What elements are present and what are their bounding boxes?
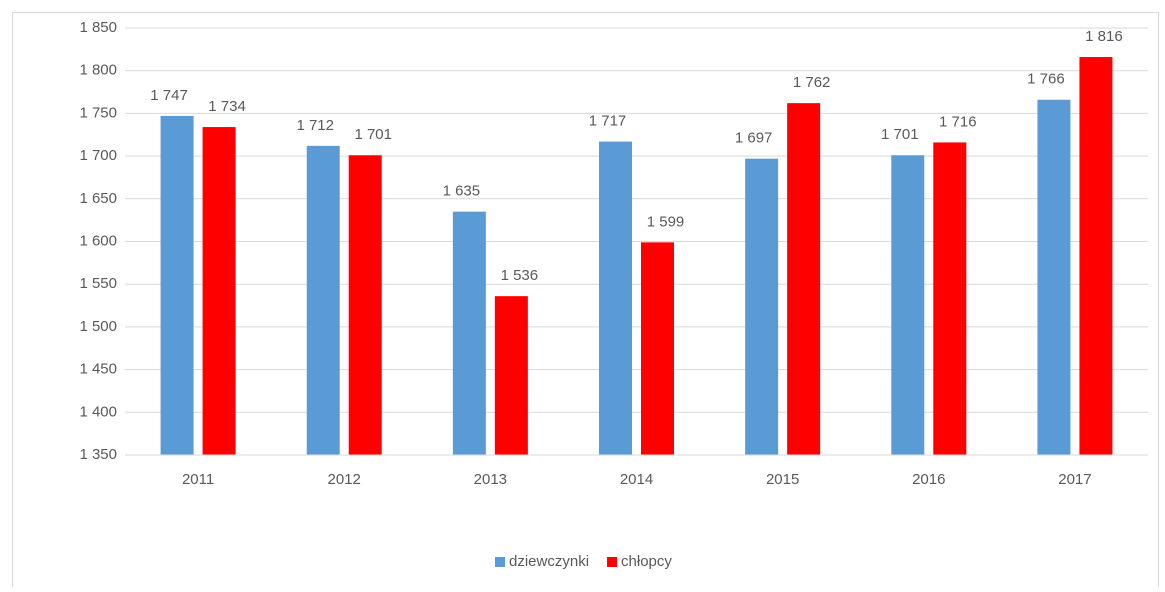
x-tick-label: 2015	[766, 471, 799, 488]
y-tick-label: 1 800	[79, 62, 117, 79]
bar	[452, 211, 486, 455]
y-tick-label: 1 700	[79, 147, 117, 164]
bar	[1037, 99, 1071, 456]
legend-label: dziewczynki	[509, 553, 589, 570]
legend-label: chłopcy	[621, 553, 672, 570]
y-tick-label: 1 350	[79, 446, 117, 463]
bar	[745, 158, 779, 456]
x-tick-label: 2012	[328, 471, 361, 488]
data-label: 1 816	[1085, 28, 1123, 45]
data-label: 1 635	[443, 183, 481, 200]
legend-swatch	[495, 557, 505, 567]
bar	[599, 141, 632, 455]
bar	[891, 155, 925, 455]
bar	[160, 115, 194, 455]
data-label: 1 747	[150, 87, 188, 104]
bar	[494, 296, 528, 455]
data-label: 1 734	[208, 98, 246, 115]
data-label: 1 536	[501, 267, 539, 284]
y-tick-label: 1 650	[79, 190, 117, 207]
x-tick-label: 2017	[1058, 471, 1091, 488]
bar	[1079, 57, 1113, 455]
x-tick-label: 2016	[912, 471, 945, 488]
x-tick-label: 2014	[620, 471, 653, 488]
data-label: 1 717	[589, 113, 627, 130]
y-tick-label: 1 850	[79, 19, 117, 36]
y-tick-label: 1 400	[79, 403, 117, 420]
y-tick-label: 1 750	[79, 104, 117, 121]
legend-swatch	[607, 557, 618, 567]
data-label: 1 701	[354, 126, 392, 143]
data-label: 1 712	[296, 117, 334, 134]
x-tick-label: 2013	[474, 471, 507, 488]
data-label: 1 716	[939, 113, 977, 130]
x-tick-label: 2011	[182, 471, 214, 488]
y-tick-label: 1 450	[79, 361, 117, 378]
bar	[787, 103, 821, 455]
y-tick-label: 1 600	[79, 232, 117, 249]
bar	[306, 145, 340, 456]
bar	[348, 155, 382, 455]
data-label: 1 599	[647, 213, 685, 230]
bar	[202, 127, 236, 456]
data-label: 1 762	[793, 74, 831, 91]
bar	[641, 242, 674, 455]
y-tick-label: 1 550	[79, 275, 117, 292]
data-label: 1 766	[1027, 71, 1065, 88]
y-tick-label: 1 500	[79, 318, 117, 335]
data-label: 1 701	[881, 126, 919, 143]
data-label: 1 697	[735, 130, 773, 147]
bar	[933, 142, 967, 455]
